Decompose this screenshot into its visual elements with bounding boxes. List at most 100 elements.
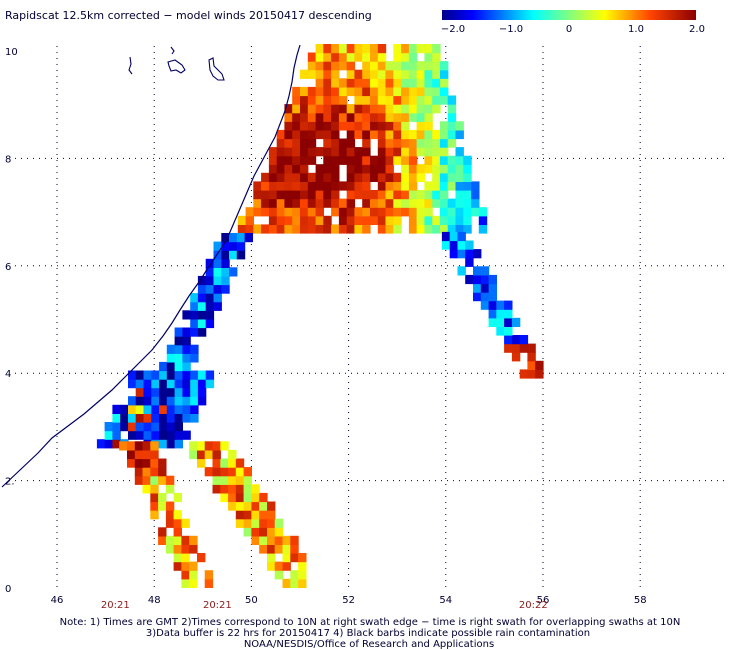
data-cell (182, 379, 191, 389)
data-cell (159, 387, 168, 397)
data-cell (408, 181, 418, 191)
data-cell (424, 129, 433, 140)
data-cell (229, 241, 238, 251)
data-cell (496, 326, 505, 336)
data-cell (354, 44, 363, 54)
data-cell (159, 370, 168, 380)
data-cell (346, 172, 356, 182)
data-cell (284, 198, 293, 208)
data-cell (235, 518, 245, 528)
data-cell (189, 449, 198, 460)
data-cell (323, 78, 332, 88)
data-cell (385, 190, 394, 200)
data-cell (174, 379, 183, 389)
data-cell (478, 215, 488, 225)
data-cell (166, 379, 176, 389)
data-cell (385, 86, 394, 97)
data-cell (424, 181, 433, 191)
data-cell (300, 164, 309, 174)
data-cell (457, 249, 466, 259)
data-cell (315, 95, 324, 105)
data-cell (440, 61, 449, 71)
data-cell (307, 129, 317, 140)
data-cell (377, 95, 387, 105)
data-cell (393, 95, 402, 105)
data-cell (142, 458, 151, 468)
data-cell (432, 44, 441, 54)
data-cell (245, 215, 254, 225)
data-cell (323, 121, 332, 131)
data-cell (267, 561, 276, 571)
data-cell (307, 155, 317, 165)
data-cell (173, 492, 182, 503)
data-cell (354, 224, 363, 234)
data-cell (354, 52, 363, 62)
data-cell (235, 484, 245, 494)
data-cell (362, 121, 371, 131)
data-cell (190, 370, 199, 380)
data-cell (315, 224, 324, 234)
data-cell (205, 379, 215, 389)
data-cell (158, 458, 167, 468)
data-cell (190, 327, 199, 337)
data-cell (292, 224, 301, 234)
data-cell (385, 69, 394, 79)
data-cell (370, 207, 379, 217)
data-cell (251, 501, 260, 511)
data-cell (181, 553, 190, 563)
data-cell (190, 413, 199, 423)
data-cell (197, 370, 207, 380)
data-cell (128, 413, 137, 423)
data-cell (143, 413, 152, 423)
data-cell (276, 224, 286, 234)
data-cell (527, 369, 536, 379)
data-cell (424, 95, 433, 105)
data-cell (212, 484, 221, 494)
data-cell (197, 458, 206, 468)
data-cell (401, 129, 410, 140)
data-cell (120, 413, 129, 423)
data-cell (245, 207, 254, 217)
data-cell (331, 155, 340, 165)
x-tick-label: 52 (342, 595, 355, 606)
data-cell (128, 370, 137, 380)
data-cell (323, 44, 332, 54)
data-cell (235, 475, 245, 485)
data-cell (276, 207, 286, 217)
data-cell (150, 510, 159, 520)
data-cell (128, 404, 137, 414)
data-cell (408, 198, 418, 208)
data-cell (127, 441, 136, 451)
data-cell (401, 181, 410, 191)
data-cell (455, 198, 464, 208)
data-cell (424, 190, 433, 200)
data-cell (447, 215, 457, 225)
data-cell (362, 129, 371, 140)
data-cell (362, 172, 371, 182)
data-cell (362, 164, 371, 174)
data-cell (377, 147, 387, 157)
data-cell (236, 233, 246, 243)
data-cell (205, 318, 215, 329)
data-cell (276, 129, 286, 140)
data-cell (292, 147, 301, 157)
data-cell (119, 441, 128, 451)
data-cell (408, 69, 418, 79)
data-cell (315, 172, 324, 182)
data-cell (511, 352, 521, 362)
data-cell (465, 240, 474, 250)
data-cell (362, 95, 371, 105)
data-cell (401, 112, 410, 122)
data-cell (253, 224, 262, 234)
data-cell (190, 353, 199, 363)
data-cell (282, 561, 291, 571)
data-cell (338, 78, 348, 88)
data-cell (204, 467, 214, 477)
data-cell (323, 215, 332, 225)
data-cell (251, 484, 260, 494)
data-cell (300, 112, 309, 122)
data-cell (424, 112, 433, 122)
data-cell (377, 69, 387, 79)
data-cell (338, 224, 348, 234)
data-cell (455, 224, 464, 234)
